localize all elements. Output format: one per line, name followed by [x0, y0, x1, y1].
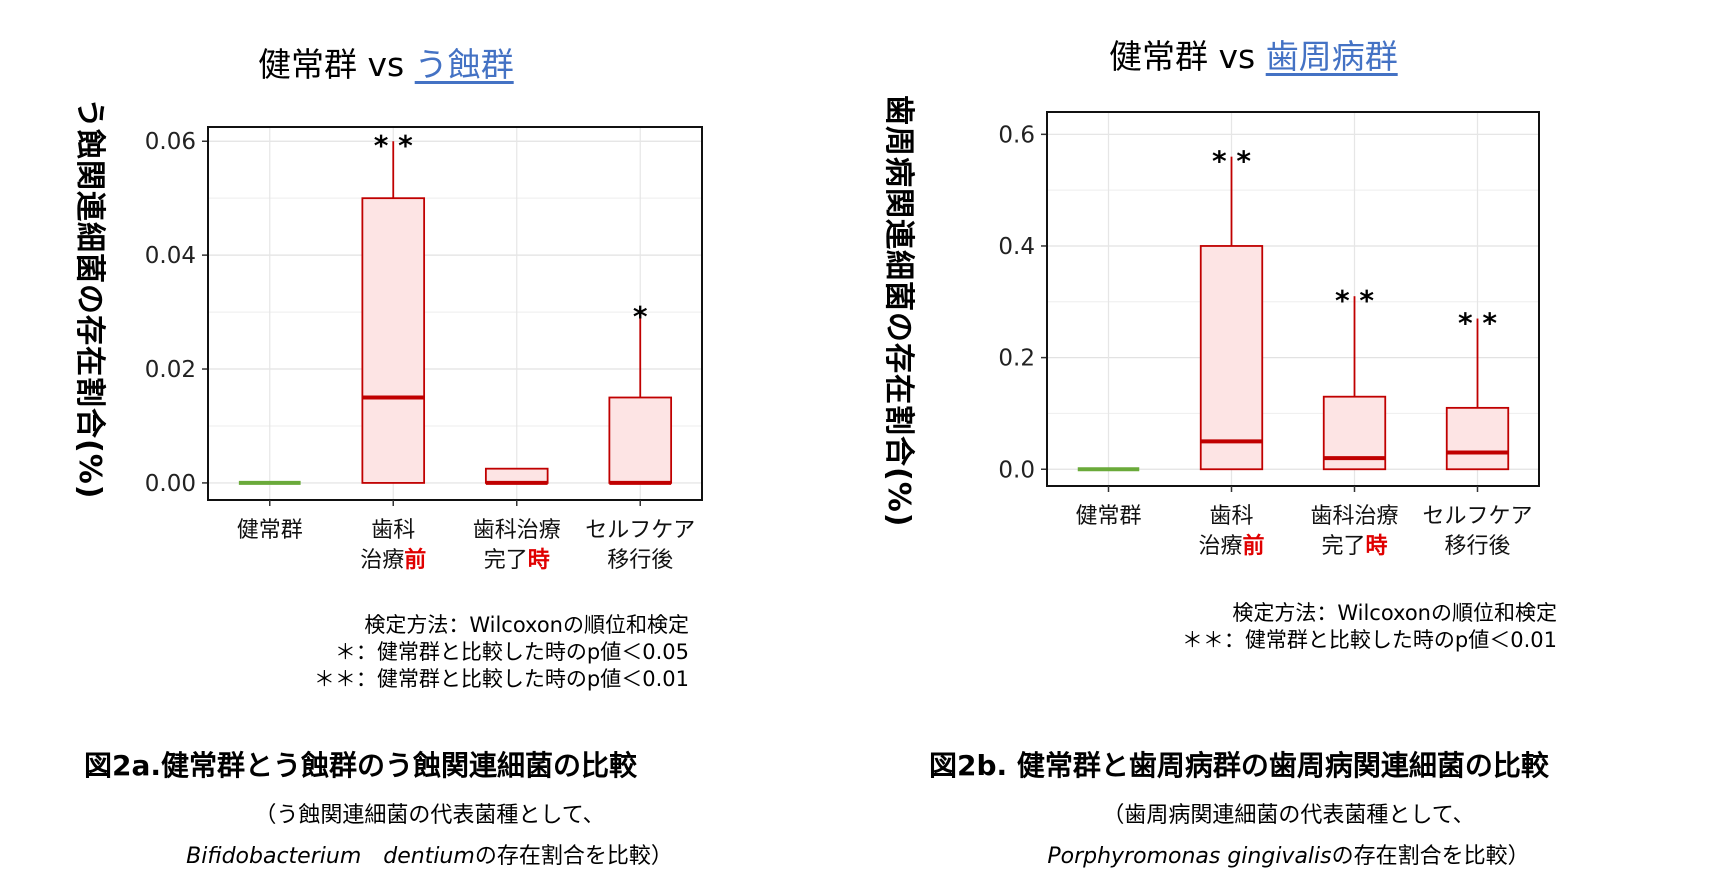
- x-category-label-text: 治療: [1198, 534, 1242, 559]
- significance-marker: * *: [374, 129, 413, 162]
- y-tick-label: 0.4: [998, 234, 1035, 260]
- x-category-label: セルフケア: [1422, 504, 1532, 529]
- x-category-label-line2: 治療前: [1198, 533, 1264, 559]
- note-line-double-star: ＊＊：健常群と比較した時のp値＜0.01: [313, 667, 689, 691]
- caption-a-rest: の存在割合を比較）: [474, 844, 673, 869]
- box-group: * *: [361, 129, 426, 484]
- x-category-label-emphasis: 時: [1366, 534, 1388, 559]
- x-category-label-text: 移行後: [607, 548, 673, 573]
- chart-title-a-group: う蝕群: [414, 45, 514, 84]
- x-category-label: 歯科: [371, 518, 415, 543]
- box-iqr: [608, 396, 673, 484]
- box-iqr: [1445, 406, 1510, 471]
- box-plot-a: 0.000.020.040.06 * **健常群 歯科治療前歯科治療完了時セルフケア…: [145, 126, 703, 573]
- x-category-label-line2: 完了時: [484, 548, 550, 573]
- x-category-label-emphasis: 時: [528, 548, 550, 573]
- chart-title-b-prefix: 健常群 vs: [1109, 37, 1266, 76]
- figure-panel-b: 健常群 vs 歯周病群 歯周病関連細菌の存在割合(%) 0.0 0.2 0.4 0.6…: [859, 0, 1718, 896]
- chart-title-b-group: 歯周病群: [1265, 37, 1398, 76]
- figure-title-b: 図2b. 健常群と歯周病群の歯周病関連細菌の比較: [929, 749, 1549, 782]
- y-tick-label: 0.2: [998, 346, 1035, 372]
- test-notes-b: 検定方法：Wilcoxonの順位和検定 ＊＊：健常群と比較した時のp値＜0.01: [1182, 600, 1557, 654]
- y-tick-label: 0.0: [998, 457, 1035, 483]
- note-line-single-star: ＊：健常群と比較した時のp値＜0.05: [334, 640, 689, 664]
- y-tick-label: 0.00: [145, 471, 196, 497]
- chart-title-a: 健常群 vs う蝕群: [258, 38, 514, 86]
- x-category-label-text: 完了: [484, 548, 528, 573]
- box-group: *: [608, 300, 673, 485]
- significance-marker: * *: [1335, 284, 1374, 317]
- plot-frame: [1046, 111, 1540, 487]
- note-line-method: 検定方法：Wilcoxonの順位和検定: [1232, 601, 1557, 625]
- box-group: [484, 467, 549, 485]
- box-group: * *: [1445, 307, 1510, 471]
- figure-panel-a: 健常群 vs う蝕群 う蝕関連細菌の存在割合(%) 0.00 0.02 0.04 0.…: [0, 38, 859, 870]
- x-category-label-line2: 治療前: [360, 547, 426, 573]
- box-iqr: [484, 467, 549, 484]
- x-category-label-line2: 完了時: [1321, 534, 1387, 559]
- x-category-label-text: 移行後: [1444, 534, 1510, 559]
- y-tick-label: 0.06: [145, 129, 196, 155]
- x-category-label: 健常群: [237, 518, 303, 543]
- box-group: * *: [1322, 284, 1387, 471]
- note-line-double-star: ＊＊：健常群と比較した時のp値＜0.01: [1181, 628, 1557, 652]
- caption-a-species: Bifidobacterium dentium: [186, 844, 475, 869]
- x-category-label-line2: 移行後: [1444, 534, 1510, 559]
- significance-marker: *: [633, 300, 648, 333]
- x-category-label-text: 治療: [360, 548, 404, 573]
- box-iqr: [361, 197, 426, 484]
- figure-title-a: 図2a.健常群とう蝕群のう蝕関連細菌の比較: [84, 749, 638, 782]
- plot-frame: [207, 126, 703, 501]
- caption-b-line1: （歯周病関連細菌の代表菌種として、: [1102, 803, 1475, 828]
- x-category-label-emphasis: 前: [404, 547, 426, 573]
- caption-b-rest: の存在割合を比較）: [1331, 844, 1530, 869]
- y-tick-label: 0.02: [145, 357, 196, 383]
- chart-title-a-prefix: 健常群 vs: [258, 45, 415, 84]
- x-category-label: 歯科治療: [1310, 504, 1398, 529]
- y-tick-label: 0.04: [145, 243, 196, 269]
- x-category-label-text: 完了: [1321, 534, 1365, 559]
- x-category-label: セルフケア: [585, 518, 695, 543]
- x-category-label-line2: 移行後: [607, 548, 673, 573]
- box-iqr: [1199, 245, 1264, 471]
- caption-a-line1: （う蝕関連細菌の代表菌種として、: [254, 803, 605, 828]
- chart-title-b: 健常群 vs 歯周病群: [1109, 30, 1398, 78]
- box-plot-b: 0.00.20.40.6* ** ** *健常群 歯科治療前歯科治療完了時セルフケ…: [998, 111, 1540, 559]
- significance-marker: * *: [1212, 145, 1251, 178]
- caption-b-line2: Porphyromonas gingivalisの存在割合を比較）: [859, 838, 1718, 870]
- y-tick-label: 0.6: [998, 122, 1035, 148]
- note-line-method: 検定方法：Wilcoxonの順位和検定: [364, 613, 689, 637]
- caption-b-species: Porphyromonas gingivalis: [1047, 844, 1332, 869]
- x-category-label: 健常群: [1075, 504, 1141, 529]
- box-group: * *: [1199, 145, 1264, 471]
- x-category-label-emphasis: 前: [1243, 533, 1265, 559]
- caption-a-line2: Bifidobacterium dentiumの存在割合を比較）: [0, 838, 859, 870]
- significance-marker: * *: [1458, 307, 1497, 340]
- test-notes-a: 検定方法：Wilcoxonの順位和検定 ＊：健常群と比較した時のp値＜0.05 …: [314, 612, 689, 693]
- x-category-label: 歯科: [1209, 504, 1253, 529]
- x-category-label: 歯科治療: [473, 518, 561, 543]
